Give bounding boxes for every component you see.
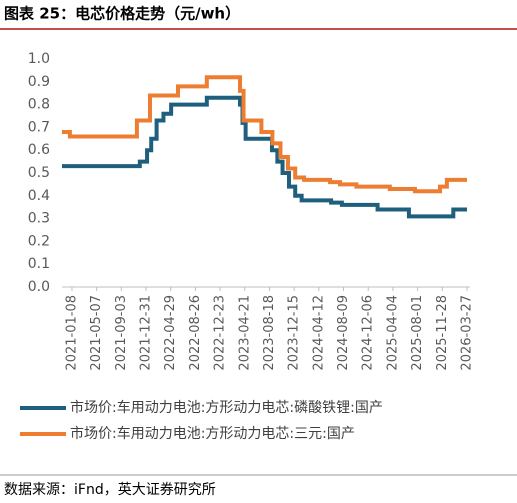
x-tick-label: 2021-05-07 (89, 295, 104, 371)
x-tick-label: 2024-04-12 (311, 295, 326, 371)
x-tick-label: 2025-11-28 (435, 295, 450, 371)
y-tick-label: 0.3 (28, 211, 50, 227)
x-tick-label: 2021-12-31 (139, 295, 154, 371)
y-tick-label: 0.0 (28, 279, 50, 295)
x-tick-label: 2023-12-15 (287, 295, 302, 371)
x-tick-label: 2023-04-21 (237, 295, 252, 371)
x-tick-label: 2022-04-29 (163, 295, 178, 371)
legend-label: 市场价:车用动力电池:方形动力电芯:磷酸铁锂:国产 (70, 399, 383, 416)
x-tick-label: 2023-08-18 (262, 295, 277, 371)
x-tick-label: 2025-08-01 (410, 295, 425, 371)
x-tick-label: 2024-08-09 (336, 295, 351, 371)
y-tick-label: 0.8 (28, 97, 50, 113)
x-tick-label: 2021-09-03 (114, 295, 129, 371)
x-tick-label: 2025-04-04 (385, 295, 400, 371)
series-line (62, 95, 467, 219)
series-line (62, 75, 467, 194)
chart-title: 图表 25：电芯价格走势（元/wh） (4, 5, 240, 23)
x-tick-label: 2021-01-08 (64, 295, 79, 371)
y-tick-label: 0.2 (28, 233, 50, 249)
legend-label: 市场价:车用动力电池:方形动力电芯:三元:国产 (70, 425, 355, 442)
x-tick-label: 2026-03-27 (460, 295, 475, 371)
y-tick-label: 0.5 (28, 165, 50, 181)
y-tick-label: 0.9 (28, 74, 50, 90)
y-tick-label: 0.1 (28, 256, 50, 272)
x-tick-label: 2022-08-26 (188, 295, 203, 371)
y-tick-label: 1.0 (28, 51, 50, 67)
y-tick-label: 0.7 (28, 119, 50, 135)
x-tick-label: 2024-12-06 (361, 295, 376, 371)
source: 数据来源：iFnd，英大证券研究所 (4, 481, 216, 498)
y-tick-label: 0.6 (28, 142, 50, 158)
x-tick-label: 2022-12-23 (213, 295, 228, 371)
y-tick-label: 0.4 (28, 188, 50, 204)
